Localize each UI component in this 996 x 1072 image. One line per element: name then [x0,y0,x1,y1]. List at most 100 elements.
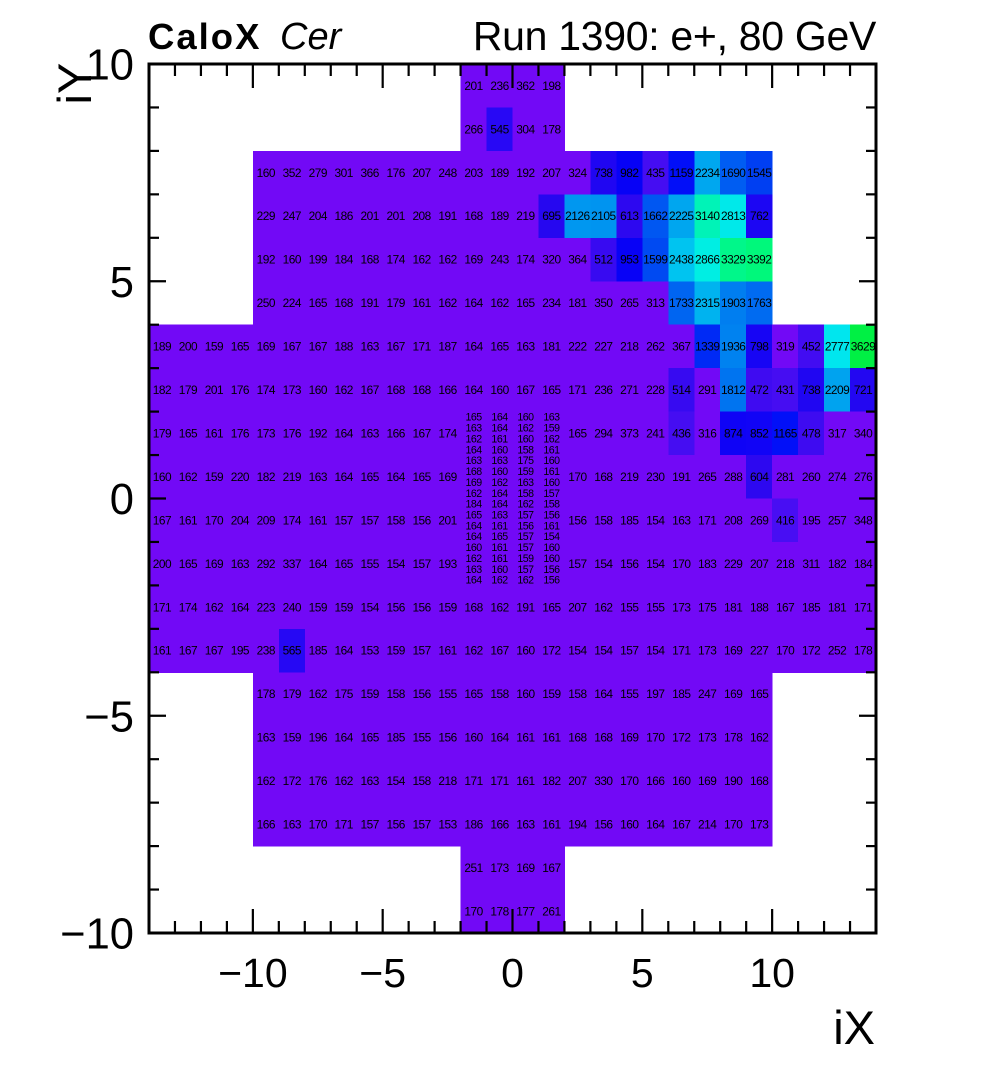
svg-text:172: 172 [283,774,302,788]
svg-text:161: 161 [491,433,508,445]
svg-text:165: 165 [568,426,587,440]
svg-text:163: 163 [309,470,328,484]
svg-text:252: 252 [828,644,847,658]
svg-text:229: 229 [724,557,743,571]
svg-text:154: 154 [646,513,665,527]
svg-text:175: 175 [698,600,717,614]
svg-text:3629: 3629 [851,340,876,354]
svg-text:172: 172 [542,644,561,658]
svg-text:CaloX: CaloX [148,16,261,57]
svg-text:181: 181 [568,296,587,310]
svg-text:163: 163 [361,426,380,440]
svg-text:313: 313 [646,296,665,310]
svg-text:156: 156 [568,513,587,527]
svg-text:157: 157 [517,531,534,543]
svg-text:162: 162 [465,488,482,500]
svg-text:1903: 1903 [721,296,746,310]
svg-text:695: 695 [542,209,561,223]
svg-text:167: 167 [386,340,405,354]
svg-text:874: 874 [724,426,743,440]
svg-text:192: 192 [257,253,276,267]
svg-text:155: 155 [620,687,639,701]
svg-text:266: 266 [464,122,483,136]
svg-text:157: 157 [412,557,431,571]
svg-text:262: 262 [646,340,665,354]
svg-text:163: 163 [491,510,508,522]
svg-text:431: 431 [776,383,795,397]
svg-text:154: 154 [646,644,665,658]
svg-text:167: 167 [361,383,380,397]
svg-text:157: 157 [335,513,354,527]
svg-text:168: 168 [386,383,405,397]
svg-text:721: 721 [854,383,873,397]
svg-text:170: 170 [620,774,639,788]
svg-text:165: 165 [465,412,482,424]
svg-text:3140: 3140 [695,209,720,223]
svg-text:209: 209 [257,513,276,527]
svg-text:162: 162 [491,477,508,489]
svg-text:203: 203 [464,166,483,180]
svg-text:208: 208 [412,209,431,223]
svg-text:0: 0 [110,476,134,524]
svg-text:191: 191 [438,209,457,223]
svg-text:160: 160 [491,444,508,456]
svg-text:164: 164 [490,731,509,745]
svg-text:168: 168 [335,296,354,310]
svg-text:281: 281 [776,470,795,484]
svg-text:163: 163 [361,774,380,788]
svg-text:164: 164 [335,644,354,658]
svg-text:156: 156 [543,510,560,522]
svg-text:1936: 1936 [721,340,746,354]
svg-text:196: 196 [309,731,328,745]
svg-text:165: 165 [542,383,561,397]
svg-text:173: 173 [672,600,691,614]
svg-text:164: 164 [465,575,482,587]
svg-text:−5: −5 [84,693,134,741]
svg-text:304: 304 [516,122,535,136]
svg-text:165: 165 [412,470,431,484]
svg-text:201: 201 [386,209,405,223]
svg-text:168: 168 [464,209,483,223]
svg-text:153: 153 [361,644,380,658]
svg-text:170: 170 [776,644,795,658]
svg-text:159: 159 [361,687,380,701]
svg-text:2315: 2315 [695,296,720,310]
svg-text:156: 156 [543,564,560,576]
svg-text:189: 189 [490,209,509,223]
svg-text:162: 162 [412,253,431,267]
svg-text:167: 167 [153,513,172,527]
svg-text:435: 435 [646,166,665,180]
svg-text:160: 160 [672,774,691,788]
svg-text:982: 982 [620,166,639,180]
svg-text:174: 174 [283,513,302,527]
svg-text:316: 316 [698,426,717,440]
svg-text:234: 234 [542,296,561,310]
svg-text:176: 176 [386,166,405,180]
svg-text:161: 161 [516,774,535,788]
svg-text:164: 164 [491,488,508,500]
svg-text:230: 230 [646,470,665,484]
svg-text:166: 166 [386,426,405,440]
svg-text:162: 162 [517,423,534,435]
svg-text:164: 164 [386,470,405,484]
svg-text:170: 170 [568,470,587,484]
svg-text:162: 162 [517,499,534,511]
svg-text:169: 169 [205,557,224,571]
svg-text:248: 248 [438,166,457,180]
svg-text:165: 165 [490,340,509,354]
svg-text:279: 279 [309,166,328,180]
svg-text:160: 160 [283,253,302,267]
svg-text:169: 169 [516,861,535,875]
svg-text:204: 204 [309,209,328,223]
svg-text:162: 162 [594,600,613,614]
svg-text:Run 1390: e+, 80 GeV: Run 1390: e+, 80 GeV [473,13,877,59]
svg-text:161: 161 [309,513,328,527]
svg-text:195: 195 [802,513,821,527]
svg-text:159: 159 [309,600,328,614]
svg-text:320: 320 [542,253,561,267]
svg-text:158: 158 [517,444,534,456]
svg-text:165: 165 [361,470,380,484]
svg-text:166: 166 [646,774,665,788]
svg-text:220: 220 [231,470,250,484]
svg-text:219: 219 [516,209,535,223]
